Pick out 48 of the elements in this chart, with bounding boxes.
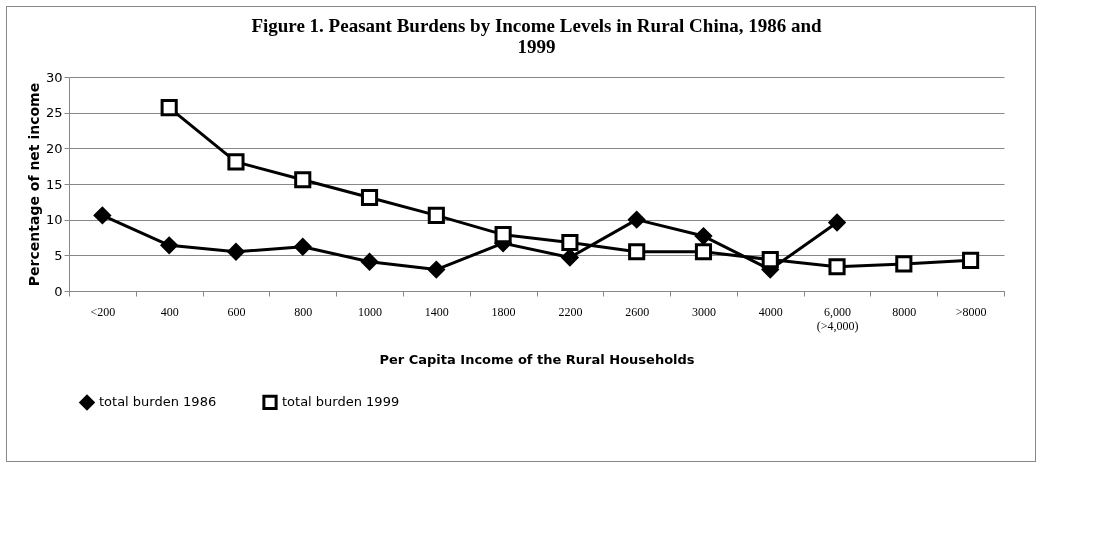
point (294, 238, 312, 256)
x-tick-label: 1000 (358, 304, 383, 319)
point (160, 236, 178, 254)
y-tick-label: 10 (45, 212, 63, 228)
point (694, 243, 713, 261)
x-tick-label: 400 (160, 304, 179, 319)
point (494, 226, 512, 244)
point (895, 255, 913, 273)
point (360, 188, 379, 207)
point (561, 233, 579, 252)
x-tick-label: 3000 (691, 304, 716, 319)
y-tick-label: 15 (45, 176, 63, 192)
x-tick-label: 8000 (892, 304, 917, 319)
x-tick-label: <200 (90, 304, 116, 319)
y-tick-label: 20 (45, 140, 63, 156)
point (227, 153, 245, 171)
point (962, 251, 980, 269)
y-tick-label: 25 (45, 105, 63, 121)
point (694, 227, 713, 245)
point (294, 171, 312, 189)
point (828, 213, 846, 232)
chart-title: Figure 1. Peasant Burdens by Income Levels in Rural China, 1986 and 1999 (251, 15, 823, 57)
y-tick-label: 30 (45, 69, 63, 85)
point (628, 243, 646, 261)
y-axis-title: Percentage of net income (25, 82, 42, 287)
x-tick-label: 600 (227, 304, 246, 319)
x-tick-label: >8000 (955, 304, 987, 319)
legend-label: total burden 1986 (99, 394, 217, 410)
point (160, 99, 178, 117)
legend-label: total burden 1999 (282, 394, 400, 410)
point (227, 243, 245, 261)
x-tick-label: 1800 (491, 304, 516, 319)
point (427, 206, 445, 224)
x-axis-title: Per Capita Income of the Rural Households (379, 351, 695, 367)
x-tick-label: 800 (294, 304, 313, 319)
point (628, 211, 646, 229)
x-tick-label: 2200 (558, 304, 583, 319)
x-tick-label: 2600 (625, 304, 650, 319)
point (828, 258, 846, 276)
x-tick-label: 6,000 (>4,000) (816, 304, 859, 333)
point (93, 206, 111, 224)
point (761, 251, 779, 269)
y-tick-label: 0 (54, 283, 63, 299)
x-tick-label: 4000 (758, 304, 783, 319)
y-tick-label: 5 (54, 247, 63, 263)
point (360, 253, 379, 271)
point (427, 261, 445, 279)
x-tick-label: 1400 (424, 304, 449, 319)
